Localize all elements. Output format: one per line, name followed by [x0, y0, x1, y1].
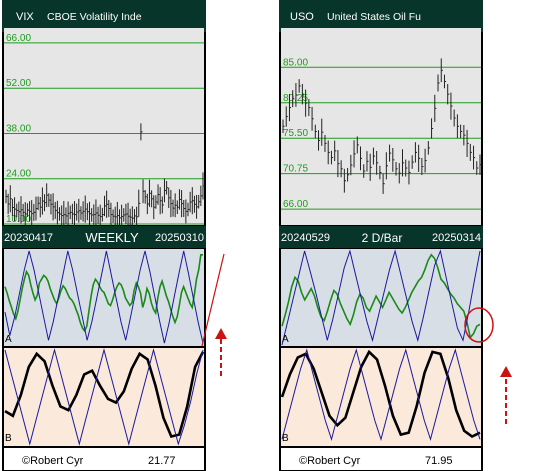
uso-price-bars — [282, 58, 482, 194]
uso-period: 2 D/Bar — [362, 231, 403, 245]
uso-footer — [281, 448, 481, 470]
uso-last-value: 71.95 — [425, 455, 453, 467]
vix-cycle-area — [4, 348, 204, 446]
vix-period: WEEKLY — [85, 230, 139, 245]
uso-red-circle-annotation — [464, 307, 494, 343]
uso-up-arrow-icon — [500, 366, 512, 424]
vix-y-tick-label: 38.00 — [6, 123, 31, 134]
uso-price-area — [281, 28, 481, 225]
vix-oscillator — [4, 250, 204, 344]
vix-credit: ©Robert Cyr — [22, 455, 84, 467]
vix-last-value: 21.77 — [148, 455, 176, 467]
vix-osc-label: A — [5, 334, 12, 345]
vix-y-tick-label: 52.00 — [6, 78, 31, 89]
uso-end-date: 20250314 — [432, 232, 481, 244]
vix-name: CBOE Volatility Inde — [47, 11, 142, 23]
uso-name: United States Oil Fu — [327, 11, 421, 23]
uso-cycle-area — [281, 348, 481, 446]
uso-cycle-blue-line — [281, 348, 481, 442]
vix-symbol: VIX — [16, 11, 34, 23]
uso-panel: USO United States Oil Fu 85.0080.2575.50… — [279, 0, 483, 471]
uso-osc-blue-line — [281, 249, 481, 346]
uso-oscillator — [281, 249, 481, 346]
vix-y-tick-label: 24.00 — [6, 169, 31, 180]
vix-cycle-black-line — [4, 351, 205, 439]
vix-cycle-blue-line — [4, 348, 204, 446]
uso-y-tick-label: 85.00 — [283, 57, 308, 68]
uso-y-tick-label: 66.00 — [283, 199, 308, 210]
vix-chart-svg: VIX CBOE Volatility Inde 66.00 52.00 38.00… — [2, 0, 206, 470]
vix-header-band — [2, 0, 206, 32]
uso-cycle-black-line — [280, 349, 481, 439]
vix-osc-blue-line — [4, 250, 204, 344]
vix-start-date: 20230417 — [4, 232, 53, 244]
uso-date-band — [279, 226, 483, 248]
vix-red-trendline — [201, 253, 225, 347]
vix-end-date: 20250310 — [155, 232, 204, 244]
vix-y-tick-label: 66.00 — [6, 33, 31, 44]
uso-y-tick-label: 70.75 — [283, 164, 308, 175]
vix-date-band — [2, 226, 206, 248]
uso-y-tick-label: 75.50 — [283, 128, 308, 139]
vix-panel: VIX CBOE Volatility Inde 66.00 52.00 38.00… — [2, 0, 206, 471]
uso-symbol: USO — [290, 11, 314, 23]
uso-chart-svg: USO United States Oil Fu 85.0080.2575.50… — [279, 0, 483, 470]
uso-cycle-label: B — [282, 433, 289, 444]
vix-cycle — [4, 348, 205, 446]
uso-cycle — [280, 348, 481, 442]
vix-footer — [4, 448, 204, 470]
uso-header-band — [279, 0, 483, 32]
vix-cycle-label: B — [5, 433, 12, 444]
vix-price-bars — [5, 123, 205, 231]
uso-osc-label: A — [282, 334, 289, 345]
vix-up-arrow-icon — [215, 328, 227, 376]
uso-start-date: 20240529 — [281, 232, 330, 244]
vix-price-area — [4, 28, 204, 225]
uso-credit: ©Robert Cyr — [299, 455, 361, 467]
